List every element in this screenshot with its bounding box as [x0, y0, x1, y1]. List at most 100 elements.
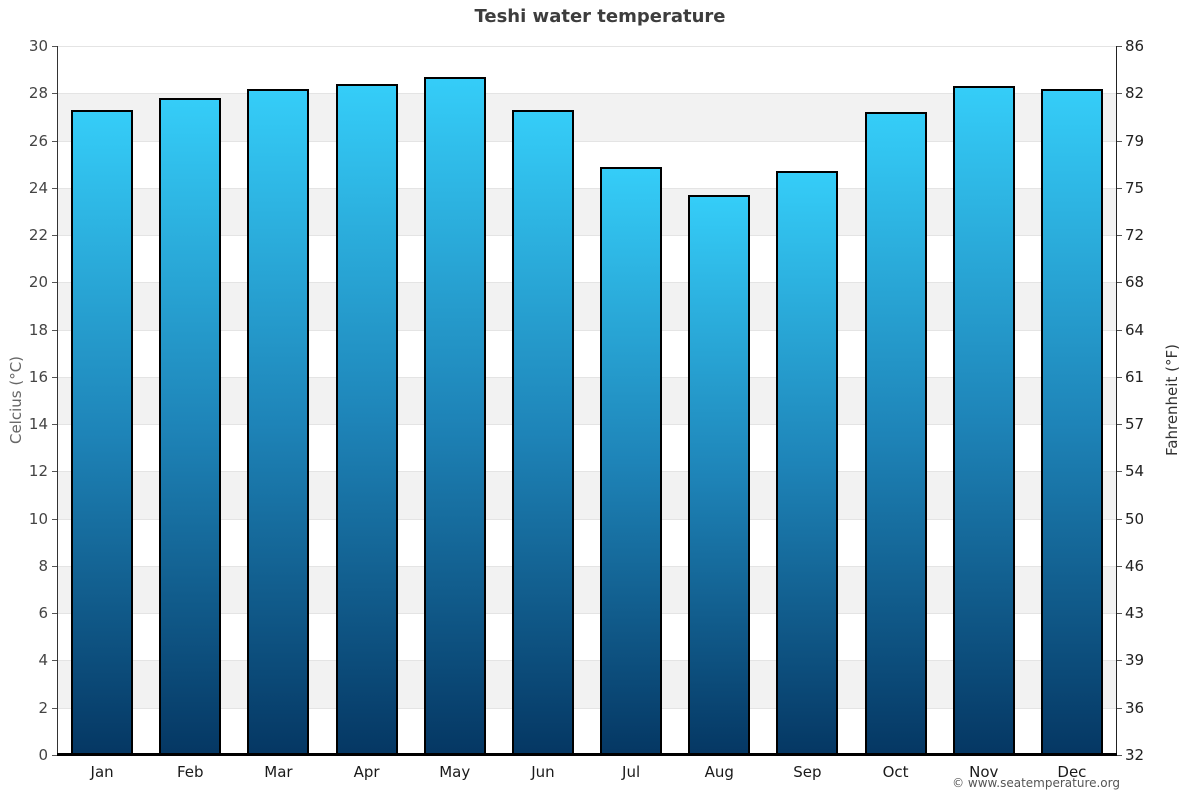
x-axis-baseline — [57, 753, 1117, 756]
fahrenheit-tick-label: 57 — [1125, 415, 1145, 434]
bar-jul — [600, 166, 663, 755]
background-band — [58, 471, 1116, 519]
celsius-tick-label: 28 — [28, 84, 48, 103]
celsius-tick-label: 8 — [38, 556, 48, 575]
fahrenheit-tick-mark — [1117, 93, 1122, 95]
fahrenheit-tick-label: 75 — [1125, 178, 1145, 197]
celsius-tick-label: 16 — [28, 367, 48, 386]
fahrenheit-tick-label: 46 — [1125, 556, 1145, 575]
background-band — [58, 235, 1116, 283]
fahrenheit-tick-mark — [1117, 755, 1122, 756]
background-band — [58, 707, 1116, 755]
gridline — [58, 471, 1116, 473]
celsius-axis-line — [57, 46, 58, 755]
celsius-tick-label: 22 — [28, 226, 48, 245]
month-label-oct: Oct — [882, 763, 909, 781]
month-label-dec: Dec — [1057, 763, 1087, 781]
background-band — [58, 329, 1116, 377]
background-band — [58, 282, 1116, 330]
fahrenheit-tick-mark — [1117, 613, 1122, 615]
celsius-tick-mark — [52, 329, 57, 331]
fahrenheit-tick-label: 86 — [1125, 37, 1145, 55]
month-label-may: May — [439, 763, 471, 781]
background-band — [58, 376, 1116, 425]
fahrenheit-tick-label: 82 — [1125, 84, 1145, 103]
month-label-apr: Apr — [353, 763, 380, 781]
gridline — [58, 46, 1116, 47]
month-label-nov: Nov — [969, 763, 999, 781]
fahrenheit-tick-label: 43 — [1125, 604, 1145, 623]
fahrenheit-tick-label: 50 — [1125, 509, 1145, 528]
fahrenheit-tick-label: 61 — [1125, 367, 1145, 386]
gridline — [58, 187, 1116, 189]
celsius-axis-title: Celcius (°C) — [7, 355, 25, 445]
celsius-tick-label: 26 — [28, 131, 48, 150]
celsius-tick-mark — [52, 471, 57, 473]
fahrenheit-tick-mark — [1117, 282, 1122, 284]
background-band — [58, 518, 1116, 566]
celsius-tick-label: 24 — [28, 178, 48, 197]
fahrenheit-axis-title: Fahrenheit (°F) — [1163, 344, 1181, 456]
celsius-tick-mark — [52, 46, 57, 47]
celsius-tick-mark — [52, 613, 57, 615]
bar-jan — [71, 109, 134, 755]
fahrenheit-tick-label: 39 — [1125, 651, 1145, 670]
gridline — [58, 329, 1116, 331]
month-label-feb: Feb — [176, 763, 204, 781]
bar-aug — [688, 194, 751, 755]
gridline — [58, 235, 1116, 237]
celsius-tick-mark — [52, 235, 57, 237]
background-band — [58, 660, 1116, 708]
gridline — [58, 424, 1116, 426]
chart-title: Teshi water temperature — [474, 6, 726, 27]
plot-area — [57, 46, 1117, 756]
bar-oct — [864, 112, 927, 755]
gridline — [58, 565, 1116, 567]
fahrenheit-tick-mark — [1117, 565, 1122, 567]
fahrenheit-tick-label: 54 — [1125, 462, 1145, 481]
celsius-tick-label: 2 — [38, 698, 48, 717]
celsius-tick-label: 0 — [38, 746, 48, 764]
month-label-jun: Jun — [531, 763, 555, 781]
background-band — [58, 424, 1116, 472]
background-band — [58, 46, 1116, 94]
gridline — [58, 282, 1116, 284]
celsius-tick-label: 12 — [28, 462, 48, 481]
gridline — [58, 660, 1116, 662]
fahrenheit-tick-label: 68 — [1125, 273, 1145, 292]
fahrenheit-tick-mark — [1117, 660, 1122, 662]
celsius-tick-label: 10 — [28, 509, 48, 528]
celsius-tick-mark — [52, 424, 57, 426]
celsius-tick-mark — [52, 187, 57, 189]
fahrenheit-tick-label: 64 — [1125, 320, 1145, 339]
month-label-jul: Jul — [622, 763, 641, 781]
celsius-tick-mark — [52, 707, 57, 709]
celsius-tick-mark — [52, 282, 57, 284]
fahrenheit-tick-label: 36 — [1125, 698, 1145, 717]
celsius-tick-mark — [52, 518, 57, 520]
celsius-tick-label: 18 — [28, 320, 48, 339]
bar-feb — [159, 97, 222, 755]
fahrenheit-tick-mark — [1117, 329, 1122, 331]
celsius-tick-mark — [52, 140, 57, 142]
bar-jun — [511, 109, 574, 755]
fahrenheit-axis-line — [1116, 46, 1117, 755]
background-band — [58, 565, 1116, 614]
celsius-tick-mark — [52, 755, 57, 756]
background-band — [58, 187, 1116, 236]
fahrenheit-tick-label: 32 — [1125, 746, 1145, 764]
gridline — [58, 613, 1116, 615]
fahrenheit-tick-mark — [1117, 471, 1122, 473]
celsius-tick-mark — [52, 565, 57, 567]
fahrenheit-tick-mark — [1117, 518, 1122, 520]
celsius-tick-mark — [52, 93, 57, 95]
bar-nov — [952, 86, 1015, 755]
month-label-aug: Aug — [704, 763, 734, 781]
fahrenheit-tick-mark — [1117, 424, 1122, 426]
celsius-tick-label: 20 — [28, 273, 48, 292]
fahrenheit-tick-mark — [1117, 140, 1122, 142]
bar-dec — [1040, 88, 1103, 755]
bar-apr — [335, 83, 398, 755]
fahrenheit-tick-mark — [1117, 707, 1122, 709]
